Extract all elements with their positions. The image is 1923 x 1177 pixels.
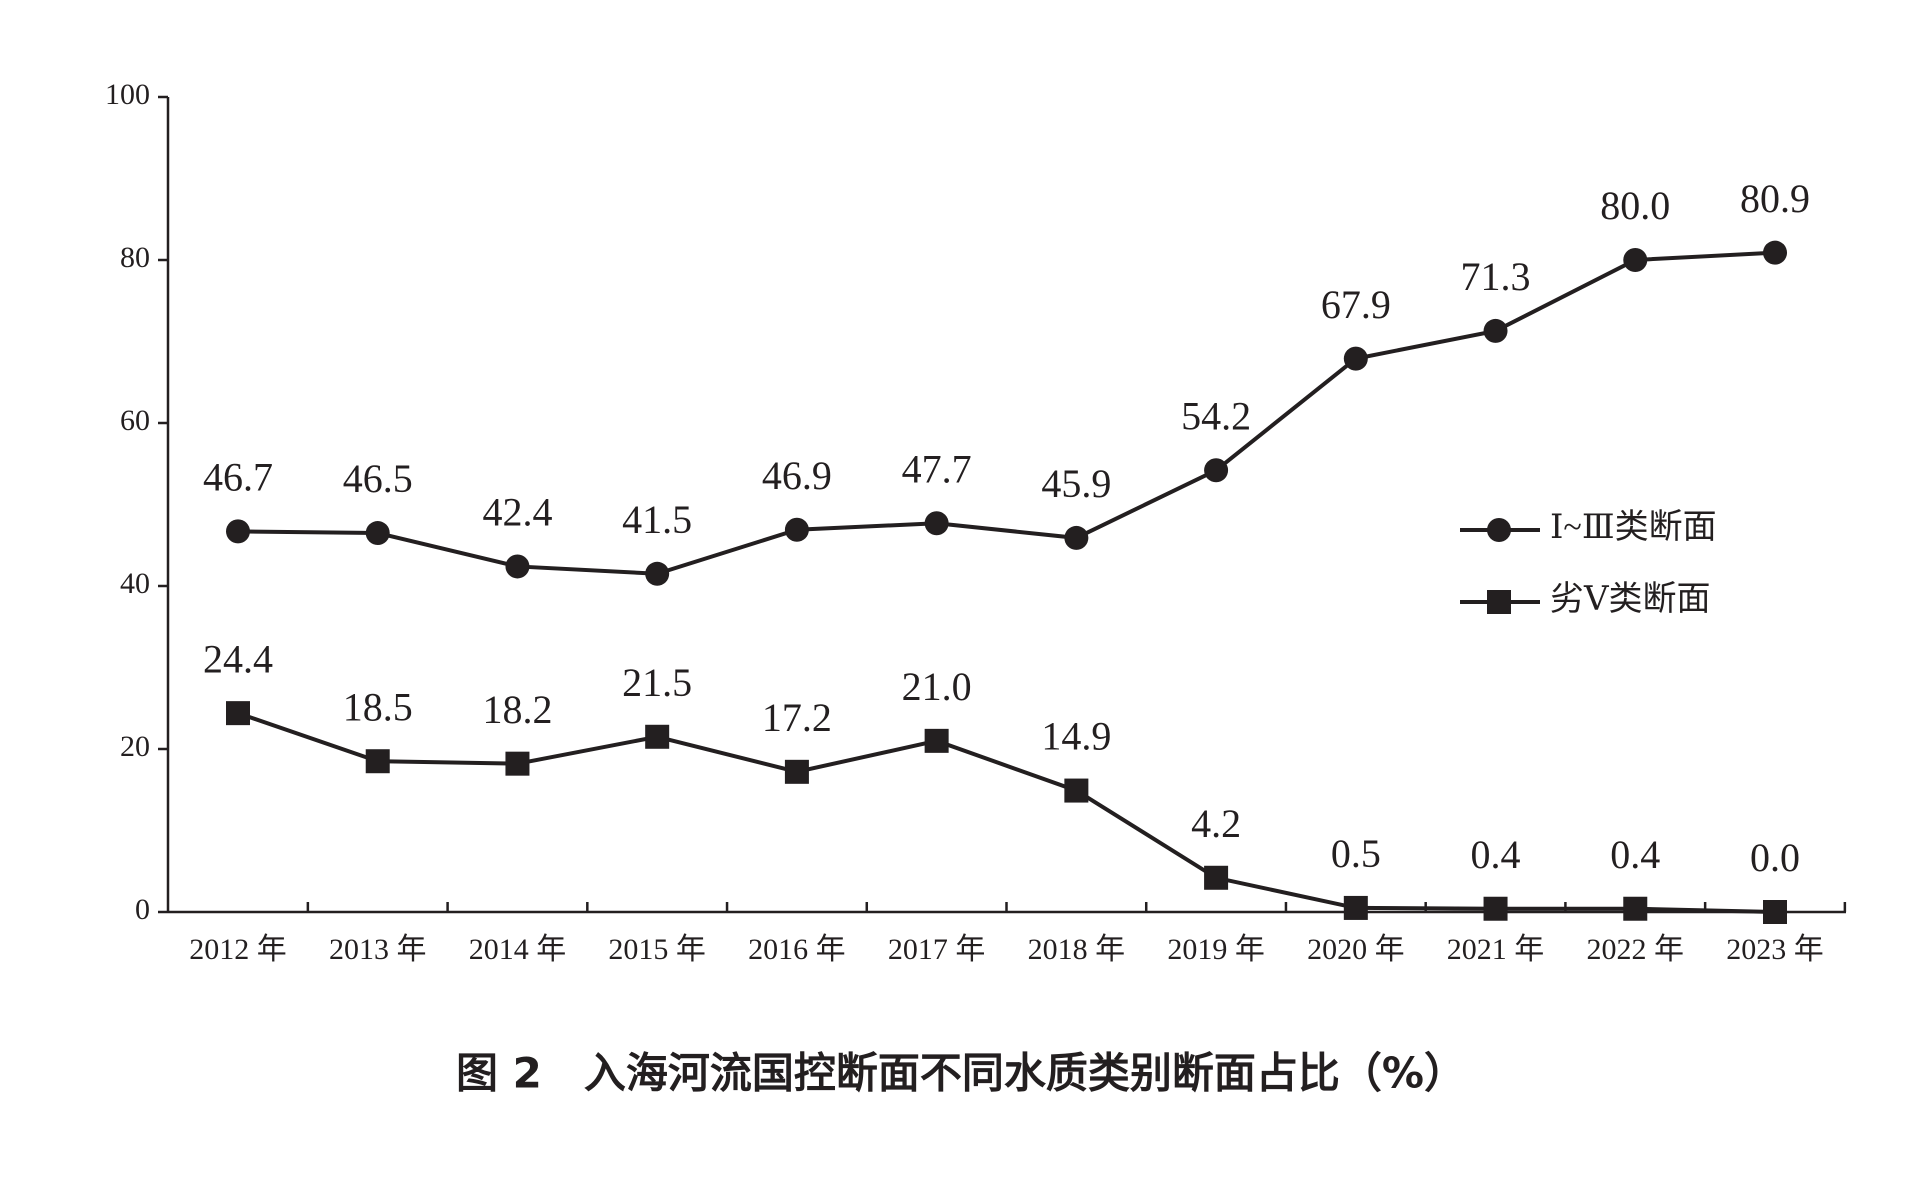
data-label: 18.2 [482,687,552,732]
marker [226,701,250,726]
y-tick-label: 0 [135,893,150,926]
marker [1623,248,1648,272]
legend-label: 劣Ⅴ类断面 [1550,580,1711,618]
data-label: 46.5 [343,456,413,501]
data-label: 21.0 [902,664,972,709]
data-label: 0.5 [1331,831,1381,876]
data-label: 0.4 [1471,832,1521,877]
data-label: 46.9 [762,453,832,498]
x-tick-label: 2019 年 [1167,933,1265,966]
series-line [237,711,1776,914]
x-tick-label: 2016 年 [748,933,846,966]
x-tick-label: 2020 年 [1307,933,1405,966]
data-label: 46.7 [203,455,273,500]
marker [1483,318,1508,343]
marker [784,517,809,542]
marker [505,751,530,776]
marker [1064,525,1089,550]
x-tick-label: 2014 年 [469,933,567,966]
data-label: 18.5 [343,684,413,729]
x-tick-label: 2012 年 [189,933,287,966]
marker [1763,240,1787,265]
data-label: 47.7 [902,446,972,491]
marker [1204,458,1229,483]
marker [1623,896,1648,921]
marker [924,511,949,536]
y-tick-label: 20 [120,730,150,763]
y-tick-label: 100 [105,78,150,111]
data-label: 41.5 [622,497,692,542]
marker [505,554,530,579]
chart-title: 图 2 入海河流国控断面不同水质类别断面占比（%） [456,1049,1466,1098]
marker [924,728,949,753]
legend-label: Ⅰ~Ⅲ类断面 [1550,508,1717,546]
x-tick-label: 2013 年 [329,933,427,966]
x-tick-label: 2021 年 [1447,933,1545,966]
marker [1343,346,1368,371]
x-tick-label: 2022 年 [1587,933,1685,966]
x-tick-label: 2017 年 [888,933,986,966]
data-label: 80.9 [1740,176,1810,221]
marker [784,759,809,784]
marker [365,749,390,774]
data-label: 42.4 [482,490,552,535]
x-tick-label: 2018 年 [1028,933,1126,966]
data-label: 17.2 [762,695,832,740]
marker [226,519,250,544]
data-label: 80.0 [1600,183,1670,228]
marker [645,561,670,586]
data-label: 14.9 [1041,714,1111,759]
marker [365,521,390,546]
data-label: 45.9 [1041,461,1111,506]
marker [1064,778,1089,803]
data-label: 0.0 [1750,835,1800,880]
data-label: 54.2 [1181,393,1251,438]
marker [1483,896,1508,921]
data-label: 4.2 [1191,801,1241,846]
marker [1487,518,1511,542]
y-tick-label: 40 [120,567,150,600]
marker [1763,900,1787,924]
y-tick-label: 80 [120,241,150,274]
marker [645,724,670,749]
series-line [237,250,1776,576]
marker [1487,590,1511,614]
x-tick-label: 2015 年 [608,933,706,966]
marker [1204,865,1229,890]
y-tick-label: 60 [120,404,150,437]
data-label: 21.5 [622,660,692,705]
x-tick-label: 2023 年 [1726,933,1824,966]
data-label: 71.3 [1461,254,1531,299]
data-label: 0.4 [1610,832,1660,877]
data-label: 67.9 [1321,282,1391,327]
marker [1343,895,1368,920]
data-label: 24.4 [203,636,273,681]
